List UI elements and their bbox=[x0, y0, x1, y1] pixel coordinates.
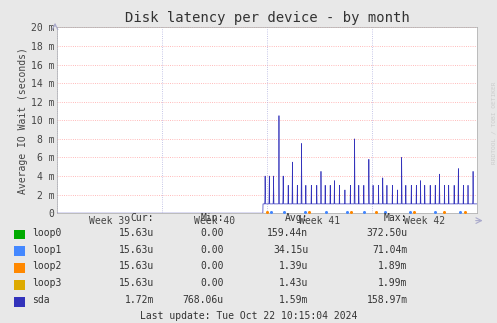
Text: 1.43u: 1.43u bbox=[279, 278, 308, 288]
Text: sda: sda bbox=[32, 295, 50, 305]
Text: 0.00: 0.00 bbox=[200, 228, 224, 238]
Text: 71.04m: 71.04m bbox=[372, 245, 408, 255]
Text: 1.99m: 1.99m bbox=[378, 278, 408, 288]
Text: loop2: loop2 bbox=[32, 261, 62, 271]
Title: Disk latency per device - by month: Disk latency per device - by month bbox=[125, 11, 410, 25]
Text: loop1: loop1 bbox=[32, 245, 62, 255]
Text: loop0: loop0 bbox=[32, 228, 62, 238]
Y-axis label: Average IO Wait (seconds): Average IO Wait (seconds) bbox=[18, 47, 28, 194]
Text: RRDTOOL / TOBI OETIKER: RRDTOOL / TOBI OETIKER bbox=[491, 81, 496, 164]
Text: 1.39u: 1.39u bbox=[279, 261, 308, 271]
Text: 1.59m: 1.59m bbox=[279, 295, 308, 305]
Text: Last update: Tue Oct 22 10:15:04 2024: Last update: Tue Oct 22 10:15:04 2024 bbox=[140, 311, 357, 321]
Text: 1.89m: 1.89m bbox=[378, 261, 408, 271]
Text: 15.63u: 15.63u bbox=[119, 245, 154, 255]
Text: Min:: Min: bbox=[200, 213, 224, 223]
Text: 0.00: 0.00 bbox=[200, 278, 224, 288]
Text: 15.63u: 15.63u bbox=[119, 261, 154, 271]
Text: loop3: loop3 bbox=[32, 278, 62, 288]
Text: Max:: Max: bbox=[384, 213, 408, 223]
Text: Avg:: Avg: bbox=[285, 213, 308, 223]
Text: 1.72m: 1.72m bbox=[125, 295, 154, 305]
Text: 0.00: 0.00 bbox=[200, 261, 224, 271]
Text: 15.63u: 15.63u bbox=[119, 228, 154, 238]
Text: 158.97m: 158.97m bbox=[366, 295, 408, 305]
Text: 15.63u: 15.63u bbox=[119, 278, 154, 288]
Text: 34.15u: 34.15u bbox=[273, 245, 308, 255]
Text: 159.44n: 159.44n bbox=[267, 228, 308, 238]
Text: 0.00: 0.00 bbox=[200, 245, 224, 255]
Text: 768.06u: 768.06u bbox=[182, 295, 224, 305]
Text: 372.50u: 372.50u bbox=[366, 228, 408, 238]
Text: Cur:: Cur: bbox=[131, 213, 154, 223]
